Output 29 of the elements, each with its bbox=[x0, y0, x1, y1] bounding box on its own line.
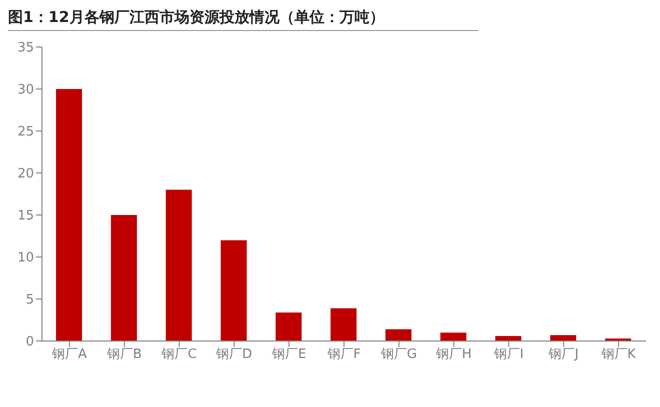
x-tick-label: 钢厂H bbox=[434, 347, 472, 362]
x-tick-label: 钢厂K bbox=[600, 347, 636, 362]
bar bbox=[550, 335, 576, 341]
x-tick-label: 钢厂B bbox=[106, 347, 142, 362]
bar bbox=[56, 89, 82, 341]
x-tick-label: 钢厂F bbox=[326, 347, 361, 362]
chart-title: 图1：12月各钢厂江西市场资源投放情况（单位：万吨） bbox=[8, 8, 478, 31]
x-tick-label: 钢厂J bbox=[548, 347, 579, 362]
x-tick-label: 钢厂D bbox=[215, 347, 252, 362]
x-tick-label: 钢厂E bbox=[270, 347, 306, 362]
y-tick-label: 25 bbox=[17, 124, 34, 140]
bar bbox=[330, 308, 357, 341]
y-tick-label: 5 bbox=[26, 292, 34, 308]
x-tick-label: 钢厂G bbox=[380, 347, 417, 362]
x-tick-label: 钢厂C bbox=[160, 347, 197, 362]
y-tick-label: 0 bbox=[26, 334, 34, 350]
bar bbox=[110, 215, 137, 341]
bar bbox=[166, 190, 192, 341]
bar bbox=[385, 329, 412, 341]
y-tick-label: 10 bbox=[17, 250, 34, 266]
y-tick-label: 30 bbox=[17, 82, 34, 98]
y-tick-label: 35 bbox=[17, 40, 34, 56]
bar bbox=[220, 240, 247, 341]
x-tick-label: 钢厂I bbox=[492, 347, 524, 362]
y-tick-label: 15 bbox=[17, 208, 34, 224]
bar bbox=[440, 332, 466, 341]
x-tick-label: 钢厂A bbox=[51, 347, 87, 362]
y-tick-label: 20 bbox=[17, 166, 34, 182]
bar bbox=[276, 312, 302, 341]
